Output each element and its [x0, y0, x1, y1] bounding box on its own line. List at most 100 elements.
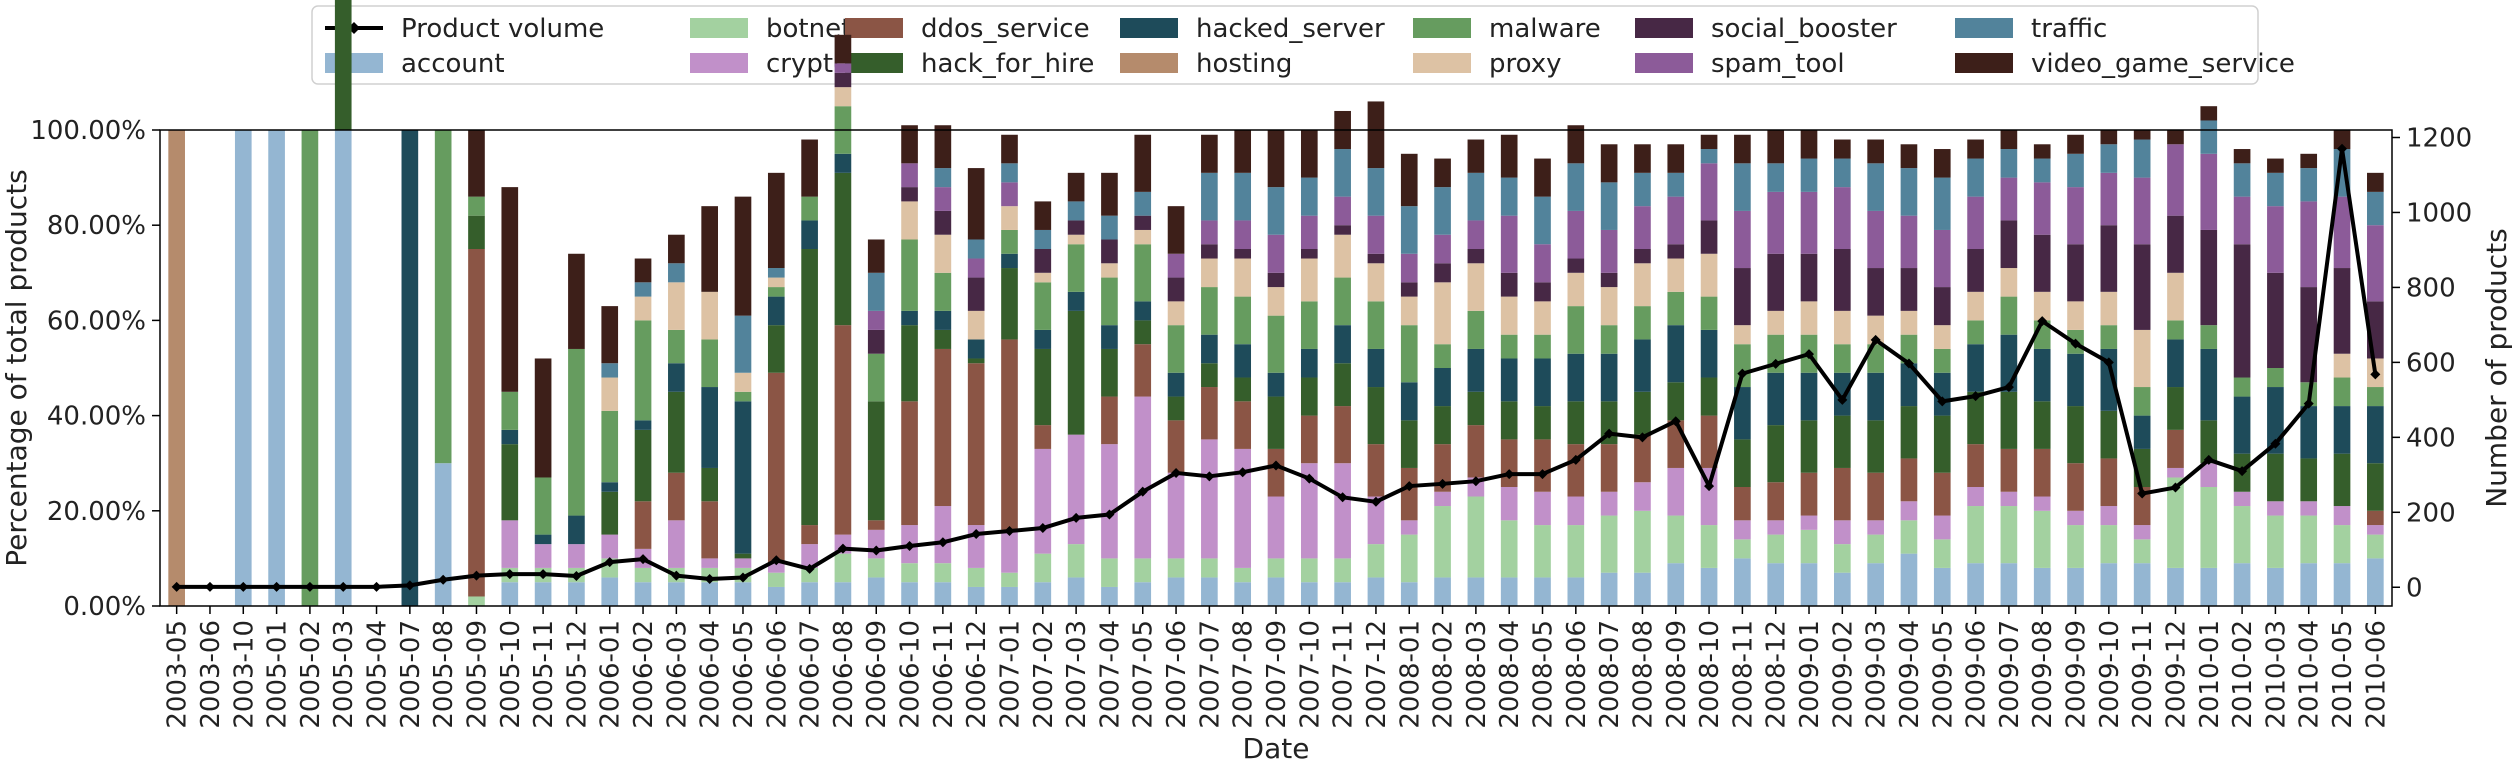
bar-segment-social_booster	[1134, 215, 1152, 230]
bar-segment-botnet	[1567, 525, 1585, 578]
x-tick-label: 2006-12	[962, 620, 992, 729]
bar-segment-proxy	[1367, 263, 1385, 302]
bar-segment-ddos_service	[1467, 425, 1485, 478]
bar-segment-spam_tool	[1434, 234, 1451, 264]
bar-segment-spam_tool	[867, 310, 885, 330]
bar-segment-ddos_service	[1534, 439, 1551, 492]
bar-segment-social_booster	[1600, 272, 1618, 288]
bar-segment-account	[1101, 586, 1118, 606]
x-tick-label: 2003-06	[196, 620, 226, 729]
bar-segment-ddos_service	[1367, 444, 1385, 497]
bar-segment-malware	[534, 477, 552, 535]
bar-segment-spam_tool	[1334, 196, 1351, 226]
y-tick-label-left: 0.00%	[63, 592, 146, 622]
volume-point	[171, 581, 182, 592]
bar-segment-crypter	[767, 563, 785, 573]
bar-segment-hacked_server	[1267, 372, 1285, 397]
bar-segment-hack_for_hire	[1367, 387, 1385, 445]
bar-segment-malware	[2333, 377, 2351, 407]
bar-segment-video_game_service	[1967, 139, 1984, 159]
bar-segment-account	[1834, 572, 1851, 606]
bar-segment-malware	[1434, 344, 1451, 368]
bar-segment-crypter	[1167, 472, 1185, 559]
bar-segment-hack_for_hire	[767, 325, 785, 373]
bar-segment-hosting	[168, 130, 185, 606]
bar-segment-video_game_service	[1534, 158, 1551, 197]
bar-segment-proxy	[1300, 258, 1318, 302]
bar-segment-spam_tool	[1267, 234, 1285, 273]
bar-segment-hack_for_hire	[1834, 415, 1851, 468]
bar-segment-video_game_service	[701, 206, 718, 292]
bar-segment-malware	[2100, 325, 2118, 349]
bar-segment-traffic	[2000, 149, 2018, 178]
axes: 0.00% 20.00% 40.00% 60.00% 80.00% 100.00% 0 200…	[30, 116, 2472, 729]
bar-segment-malware	[901, 239, 918, 311]
bar-segment-hack_for_hire	[334, 0, 352, 130]
y-tick-label-right: 200	[2406, 498, 2456, 528]
bar-segment-video_game_service	[1867, 139, 1884, 164]
bar-segment-hack_for_hire	[2333, 453, 2351, 507]
bar-segment-social_booster	[1434, 263, 1451, 283]
bar-segment-video_game_service	[1267, 130, 1285, 188]
x-tick-label: 2009-06	[1962, 620, 1992, 729]
x-tick-label: 2005-04	[363, 620, 393, 729]
volume-point	[338, 581, 349, 592]
bar-segment-video_game_service	[1234, 130, 1252, 173]
bar-segment-botnet	[2300, 515, 2318, 564]
bar-segment-hack_for_hire	[1734, 439, 1751, 487]
x-tick-label: 2005-10	[496, 620, 526, 729]
bar-segment-video_game_service	[2233, 149, 2251, 164]
x-tick-label: 2007-04	[1095, 620, 1125, 729]
bar-segment-social_booster	[1834, 249, 1851, 311]
bar-segment-ddos_service	[1234, 401, 1252, 449]
bar-segment-hacked_server	[701, 387, 718, 468]
volume-point	[1437, 478, 1448, 489]
y-tick-label-left: 40.00%	[47, 402, 146, 432]
bar-segment-ddos_service	[1567, 444, 1585, 497]
x-tick-label: 2006-09	[862, 620, 892, 729]
volume-point	[804, 563, 815, 574]
bar-segment-account	[1367, 577, 1385, 606]
bar-segment-crypter	[1500, 487, 1518, 521]
bar-segment-crypter	[1667, 467, 1685, 516]
bar-segment-malware	[1467, 310, 1485, 349]
bar-segment-spam_tool	[1234, 220, 1252, 249]
bar-segment-account	[2100, 563, 2118, 606]
bar-segment-social_booster	[1967, 249, 1984, 292]
bar-segment-traffic	[967, 239, 985, 259]
bar-segment-social_booster	[1201, 244, 1218, 259]
bar-segment-crypter	[701, 558, 718, 568]
bar-segment-video_game_service	[1933, 149, 1951, 178]
bar-segment-proxy	[1634, 263, 1651, 307]
bar-segment-ddos_service	[2067, 463, 2084, 511]
bar-segment-hack_for_hire	[2167, 387, 2184, 430]
bar-segment-video_game_service	[1667, 144, 1685, 173]
volume-point	[1537, 469, 1548, 480]
volume-point	[238, 581, 249, 592]
bar-segment-hack_for_hire	[967, 358, 985, 364]
bar-segment-proxy	[734, 372, 752, 392]
bar-segment-spam_tool	[1201, 220, 1218, 245]
bar-segment-hack_for_hire	[2000, 391, 2018, 449]
volume-point	[671, 570, 682, 581]
bar-segment-social_booster	[1101, 239, 1118, 264]
bar-segment-crypter	[2167, 467, 2184, 478]
bar-segment-traffic	[1834, 158, 1851, 188]
bar-segment-spam_tool	[2033, 182, 2051, 235]
bar-segment-hacked_server	[834, 153, 852, 173]
x-tick-label: 2003-10	[229, 620, 259, 729]
bar-segment-account	[1700, 567, 1718, 606]
bar-segment-account	[2300, 563, 2318, 606]
bar-segment-malware	[501, 391, 519, 430]
volume-point	[2103, 357, 2114, 368]
bar-segment-account	[568, 582, 585, 606]
volume-point	[1271, 460, 1281, 471]
bar-segment-proxy	[934, 234, 952, 273]
bar-segment-proxy	[1900, 310, 1918, 335]
bar-segment-proxy	[2100, 291, 2118, 326]
bar-segment-botnet	[1234, 567, 1252, 583]
bar-segment-video_game_service	[934, 125, 952, 169]
bar-segment-video_game_service	[1500, 134, 1518, 178]
bar-segment-social_booster	[1933, 287, 1951, 326]
